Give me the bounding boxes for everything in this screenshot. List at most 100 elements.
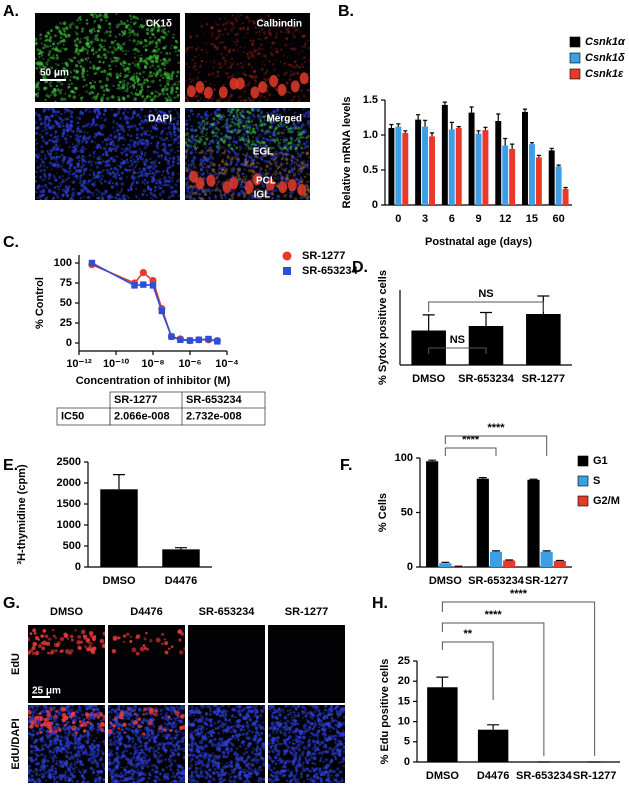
speckle [206,61,208,63]
speckle [235,143,237,145]
speckle [244,36,246,38]
speckle [136,196,138,198]
speckle [185,80,187,82]
speckle [267,15,270,18]
speckle [72,728,75,731]
speckle [98,24,101,27]
speckle [206,169,209,172]
speckle [103,743,106,746]
speckle [40,145,43,148]
speckle [228,198,231,201]
speckle [233,61,235,63]
speckle [62,713,67,718]
speckle [54,779,56,781]
speckle [307,190,310,193]
speckle [286,162,289,165]
speckle [246,52,249,55]
speckle [92,80,94,82]
speckle [184,133,187,136]
speckle [303,114,306,117]
speckle [73,91,77,95]
speckle [108,170,110,172]
speckle [173,117,176,120]
speckle [100,770,104,774]
speckle [42,744,44,746]
speckle [188,66,190,68]
speckle [222,23,224,25]
speckle [245,159,247,161]
speckle [119,75,121,77]
speckle [269,34,272,37]
speckle [118,113,120,115]
speckle [64,729,66,731]
speckle [134,112,136,114]
speckle [71,83,73,85]
speckle [94,81,96,83]
speckle [63,739,65,741]
speckle [154,73,157,76]
speckle [37,113,40,116]
speckle [245,16,248,19]
speckle [101,71,104,74]
speckle [197,113,200,116]
speckle [171,775,173,777]
speckle [43,58,45,60]
speckle [248,20,251,23]
speckle [47,652,49,654]
speckle [274,157,277,160]
speckle [30,750,34,754]
speckle [284,129,286,131]
speckle [167,94,169,96]
speckle [116,76,119,79]
speckle [119,117,121,119]
speckle [52,47,55,50]
speckle [299,136,302,139]
speckle [65,26,69,30]
speckle [133,33,136,36]
speckle [52,760,54,762]
speckle [130,160,132,162]
speckle [296,72,299,75]
speckle [104,17,106,19]
speckle [54,101,56,103]
speckle [233,151,236,154]
speckle [127,111,129,113]
speckle [82,174,84,176]
speckle [265,57,266,58]
speckle [204,152,207,155]
speckle [287,193,289,195]
speckle [224,18,226,20]
speckle [98,60,101,63]
speckle [141,768,143,770]
speckle [117,190,119,192]
speckle [274,190,277,193]
speckle [227,144,230,147]
speckle [113,176,115,178]
speckle [281,167,283,169]
speckle [206,191,208,193]
speckle [66,705,68,707]
speckle [276,198,279,201]
speckle [267,78,270,81]
speckle [161,132,163,134]
speckle [59,145,61,147]
speckle [47,712,52,717]
speckle [231,63,234,66]
speckle [266,98,268,100]
speckle [56,781,59,784]
speckle [147,85,150,88]
speckle [85,58,87,60]
speckle [304,61,306,63]
speckle [137,55,139,57]
speckle [177,146,179,148]
speckle [27,710,32,715]
speckle [238,16,240,18]
speckle [64,137,67,140]
speckle [144,637,147,640]
speckle [220,146,222,148]
speckle [78,717,81,720]
speckle [306,145,309,148]
speckle [63,156,66,159]
speckle [99,175,101,177]
speckle [70,123,72,125]
